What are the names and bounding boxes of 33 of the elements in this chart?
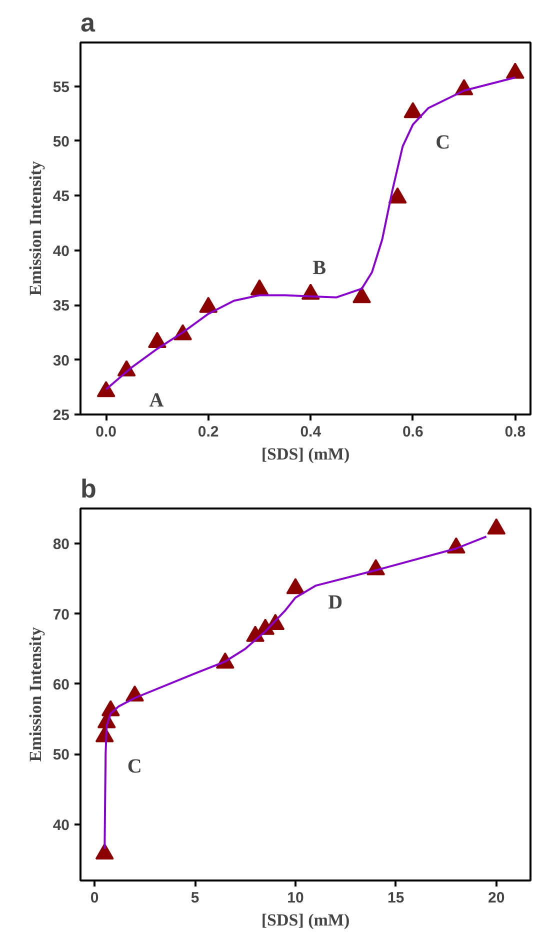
y-tick-label: 40: [52, 242, 70, 260]
annotation: A: [149, 390, 164, 412]
y-tick-label: 30: [52, 352, 70, 370]
y-axis-title: Emission Intensity: [26, 626, 45, 762]
y-tick-label: 25: [52, 407, 70, 424]
x-tick-label: 0.2: [198, 424, 219, 440]
y-tick-label: 55: [52, 78, 70, 96]
y-tick-label: 50: [52, 746, 70, 764]
annotation: C: [127, 756, 142, 778]
x-tick-label: 0.8: [504, 424, 526, 440]
x-tick-label: 15: [388, 890, 404, 906]
chart-title: a: [80, 8, 96, 38]
annotation: C: [436, 132, 450, 154]
annotation: B: [312, 256, 326, 279]
x-tick-label: 0.6: [402, 424, 424, 440]
y-tick-label: 45: [52, 188, 70, 206]
y-axis-title: Emission Intensity: [26, 160, 45, 296]
x-axis-title: [SDS] (mM): [261, 910, 350, 930]
chart-title: b: [80, 474, 96, 504]
y-tick-label: 35: [52, 298, 70, 315]
x-tick-label: 0.0: [96, 424, 116, 440]
annotation: D: [328, 591, 343, 614]
y-tick-label: 80: [52, 536, 70, 554]
x-tick-label: 20: [488, 890, 505, 906]
x-tick-label: 0: [90, 890, 99, 906]
y-tick-label: 50: [52, 133, 70, 150]
x-tick-label: 10: [287, 890, 304, 906]
y-tick-label: 40: [52, 816, 70, 834]
x-axis-title: [SDS] (mM): [261, 444, 350, 464]
y-tick-label: 60: [52, 676, 70, 694]
x-tick-label: 0.4: [300, 424, 322, 440]
x-tick-label: 5: [190, 890, 200, 906]
y-tick-label: 70: [52, 606, 70, 624]
